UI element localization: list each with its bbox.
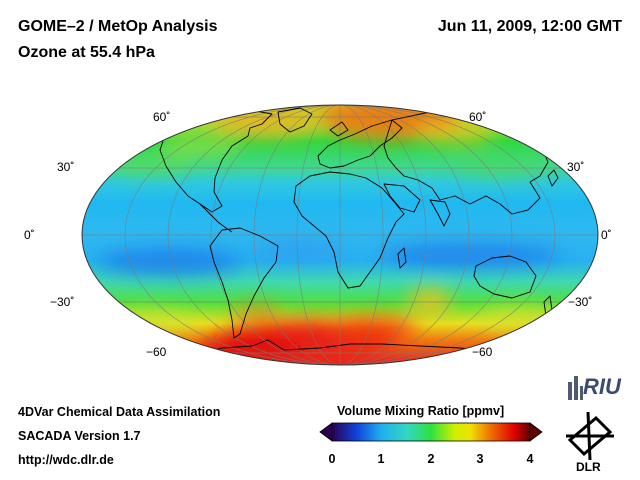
lat-label-left-60: 60˚	[153, 110, 171, 124]
footer-url[interactable]: http://wdc.dlr.de	[18, 453, 114, 467]
map-title: GOME–2 / MetOp Analysis	[18, 18, 218, 35]
colorbar-tick-1: 1	[377, 452, 385, 466]
colorbar-tick-3: 3	[476, 452, 484, 466]
lat-label-left-0: 0˚	[24, 228, 35, 242]
lat-label-right-minus30: −30˚	[568, 295, 593, 309]
lat-label-right-0: 0˚	[601, 228, 612, 242]
dlr-logo: DLR	[576, 460, 601, 474]
map-datetime: Jun 11, 2009, 12:00 GMT	[437, 18, 622, 35]
lat-label-right-minus60: −60	[472, 345, 493, 359]
riu-logo-mark	[568, 376, 583, 400]
colorbar-tick-4: 4	[526, 452, 534, 466]
colorbar	[319, 422, 543, 442]
riu-logo: RIU	[583, 374, 621, 399]
lat-label-right-30: 30˚	[567, 160, 585, 174]
colorbar-title: Volume Mixing Ratio [ppmv]	[337, 404, 505, 418]
footer-line-2: SACADA Version 1.7	[18, 429, 141, 443]
footer-line-1: 4DVar Chemical Data Assimilation	[18, 405, 221, 419]
colorbar-tick-0: 0	[328, 452, 336, 466]
colorbar-tick-2: 2	[427, 452, 435, 466]
ozone-field	[82, 105, 598, 365]
lat-label-left-minus60: −60	[146, 345, 167, 359]
map-outline	[81, 104, 599, 366]
lat-label-right-60: 60˚	[469, 110, 487, 124]
dlr-logo-mark	[566, 411, 614, 461]
coastlines	[149, 107, 559, 361]
map-subtitle: Ozone at 55.4 hPa	[18, 44, 155, 61]
lat-label-left-30: 30˚	[57, 160, 75, 174]
lat-label-left-minus30: −30˚	[50, 295, 75, 309]
